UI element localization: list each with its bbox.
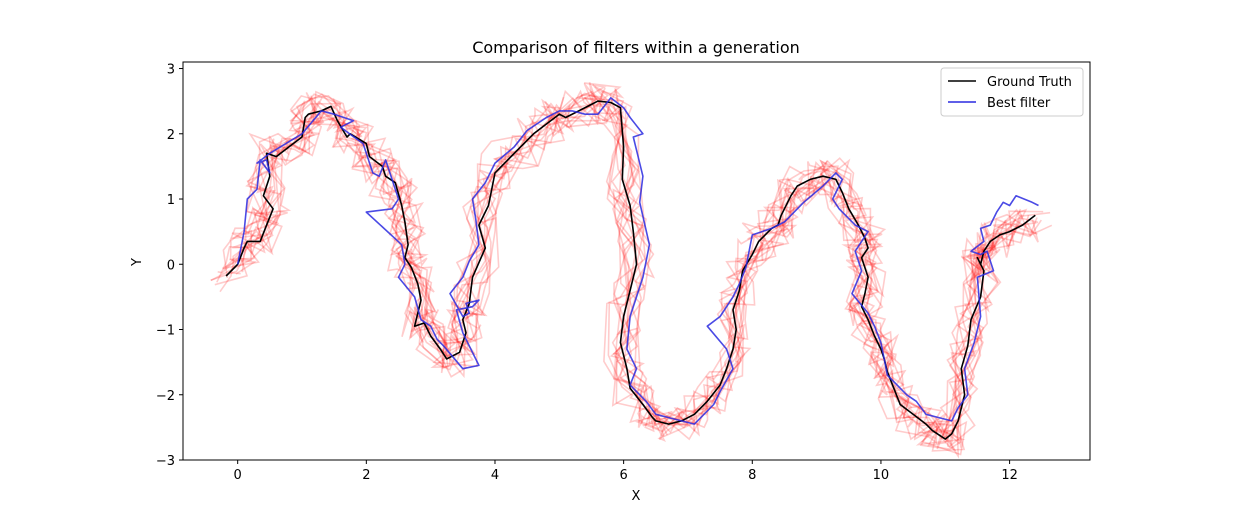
x-tick-label: 0 [234,468,242,483]
legend: Ground Truth Best filter [940,67,1084,117]
plot-frame [182,61,1091,461]
candidate-filter-line [229,86,1051,440]
legend-label-ground-truth: Ground Truth [987,75,1072,90]
chart-title: Comparison of filters within a generatio… [472,38,800,57]
y-axis: −3 −2 −1 0 1 2 3 [156,63,183,469]
candidate-filter-line [214,92,1044,447]
legend-label-best-filter: Best filter [987,96,1051,111]
y-tick-label: −3 [156,454,175,469]
candidate-filter-line [222,83,1022,445]
candidate-filter-line [217,90,1030,452]
candidate-filter-line [222,82,1038,446]
x-tick-label: 6 [619,468,627,483]
y-axis-title: Y [130,258,145,267]
y-tick-label: 0 [167,258,175,273]
y-tick-label: 1 [167,193,175,208]
series-layer [225,97,1039,440]
series-line-best-filter [236,97,1039,425]
candidate-filter-line [210,87,1021,438]
y-tick-label: −1 [156,324,175,339]
candidate-filter-line [240,82,1042,448]
candidate-filter-line [210,87,1039,452]
series-line-ground-truth [225,100,1036,440]
y-tick-label: 3 [167,63,175,78]
x-axis: 0 2 4 6 8 10 12 [234,460,1018,483]
y-tick-label: −2 [156,389,175,404]
candidate-filter-line [228,93,1039,450]
x-tick-label: 2 [362,468,370,483]
x-tick-label: 8 [748,468,756,483]
y-tick-label: 2 [167,128,175,143]
candidate-filter-line [219,102,1028,459]
x-tick-label: 4 [491,468,499,483]
candidate-filters [210,82,1053,459]
x-tick-label: 10 [873,468,890,483]
x-axis-title: X [632,489,641,504]
candidate-filter-line [216,83,1036,448]
candidate-filter-line [239,85,1053,456]
candidate-filter-line [223,93,1038,450]
x-tick-label: 12 [1001,468,1018,483]
legend-box [940,67,1084,117]
